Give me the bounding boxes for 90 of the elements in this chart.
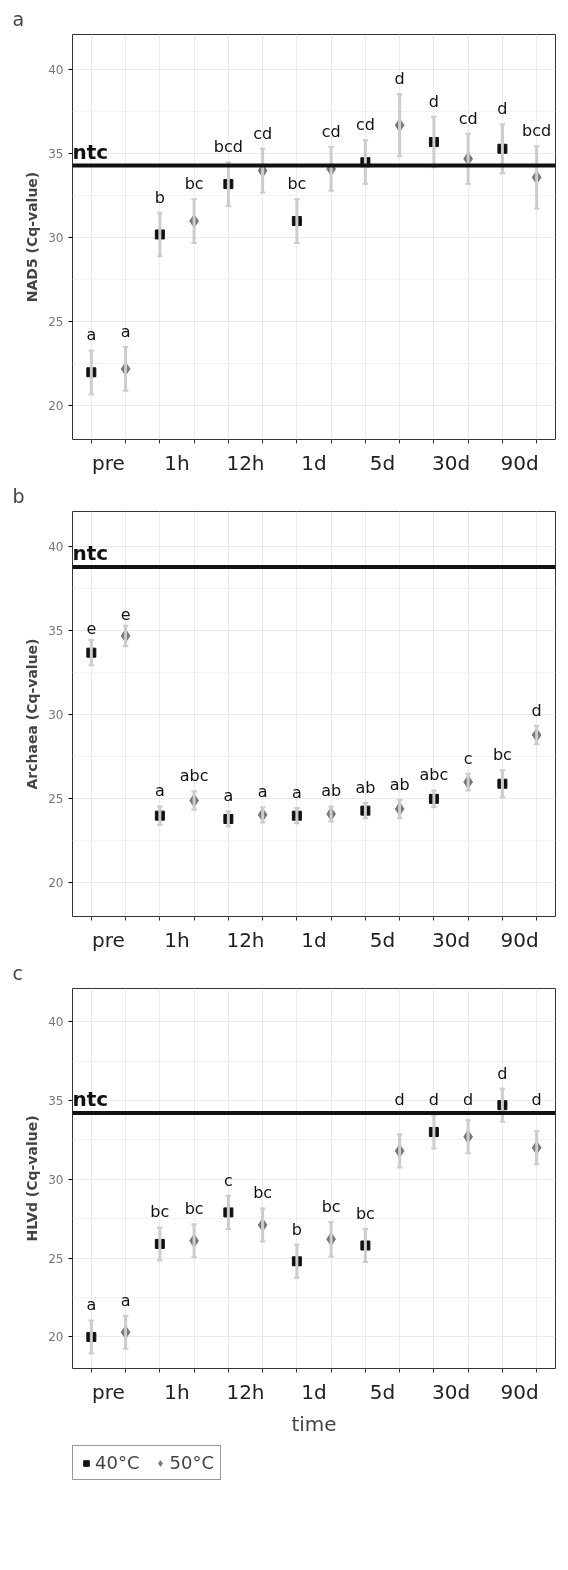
ref-line-label: ntc — [72, 139, 109, 164]
data-label: d — [497, 99, 508, 119]
data-label: b — [154, 187, 165, 207]
x-tick-label: pre — [92, 1379, 125, 1404]
data-label: bcd — [213, 137, 243, 157]
x-tick-label: 1h — [164, 927, 190, 952]
x-tick-label: 90d — [500, 927, 539, 952]
x-tick-label: 5d — [369, 1379, 396, 1404]
y-tick-label: 40 — [48, 63, 64, 78]
data-label: bcd — [522, 121, 552, 141]
data-label: a — [120, 322, 131, 342]
chart-title: c — [12, 961, 23, 984]
data-label: abc — [179, 766, 209, 786]
data-label: abc — [419, 765, 449, 785]
y-tick-label: 30 — [48, 231, 64, 246]
data-label: a — [291, 783, 302, 803]
data-label: c — [463, 748, 473, 768]
x-tick-label: 90d — [500, 450, 539, 475]
y-tick-label: 35 — [48, 1093, 64, 1108]
legend-label: 50°C — [169, 1452, 214, 1473]
x-tick-label: 5d — [369, 450, 396, 475]
data-label: d — [531, 700, 542, 720]
data-label: b — [291, 1219, 302, 1239]
y-tick-label: 20 — [48, 399, 64, 414]
x-axis-title: time — [291, 1411, 337, 1436]
x-tick-label: 30d — [431, 927, 471, 952]
chart-title: a — [12, 7, 25, 30]
data-label: bc — [150, 1202, 170, 1222]
x-tick-label: 12h — [226, 450, 265, 475]
data-label: a — [86, 325, 97, 345]
legend-label: 40°C — [95, 1452, 140, 1473]
data-label: a — [154, 781, 165, 801]
data-label: d — [394, 1090, 405, 1110]
y-tick-label: 35 — [48, 624, 64, 639]
x-tick-label: 30d — [431, 450, 471, 475]
x-tick-label: 12h — [226, 1379, 265, 1404]
data-label: a — [223, 786, 234, 806]
x-tick-label: pre — [92, 927, 125, 952]
data-label: bc — [184, 174, 204, 194]
data-label: d — [463, 1090, 474, 1110]
x-tick-label: 1d — [301, 450, 327, 475]
x-tick-label: 1d — [301, 927, 327, 952]
x-tick-label: 1h — [164, 450, 190, 475]
data-label: ab — [355, 778, 376, 798]
data-label: e — [120, 604, 131, 624]
chart-title: b — [12, 484, 25, 507]
data-label: d — [497, 1063, 508, 1083]
data-label: bc — [287, 174, 307, 194]
y-tick-label: 20 — [48, 1330, 64, 1345]
data-label: d — [428, 1090, 439, 1110]
y-axis-title: HLVd (Cq-value) — [24, 1115, 41, 1242]
data-label: bc — [321, 1196, 341, 1216]
y-tick-label: 35 — [48, 147, 64, 162]
data-label: d — [428, 91, 439, 111]
y-tick-label: 20 — [48, 876, 64, 891]
ref-line-label: ntc — [72, 540, 109, 565]
x-tick-label: 30d — [431, 1379, 471, 1404]
data-label: cd — [355, 115, 375, 135]
x-tick-label: 1d — [301, 1379, 327, 1404]
data-label: ab — [389, 774, 410, 794]
data-label: cd — [321, 122, 341, 142]
data-label: a — [257, 782, 268, 802]
data-label: d — [394, 69, 405, 89]
data-label: c — [223, 1170, 233, 1190]
data-label: d — [531, 1090, 542, 1110]
y-tick-label: 40 — [48, 1015, 64, 1030]
x-tick-label: 90d — [500, 1379, 539, 1404]
data-label: bc — [355, 1203, 375, 1223]
x-tick-label: 1h — [164, 1379, 190, 1404]
y-tick-label: 25 — [48, 792, 64, 807]
y-tick-label: 25 — [48, 315, 64, 330]
y-axis-title: NAD5 (Cq-value) — [24, 171, 41, 303]
data-label: a — [120, 1290, 131, 1310]
data-label: a — [86, 1295, 97, 1315]
x-tick-label: pre — [92, 450, 125, 475]
data-label: cd — [458, 108, 478, 128]
y-tick-label: 25 — [48, 1251, 64, 1266]
data-label: bc — [253, 1183, 273, 1203]
data-label: bc — [492, 745, 512, 765]
data-label: bc — [184, 1199, 204, 1219]
ref-line-label: ntc — [72, 1087, 109, 1112]
y-tick-label: 40 — [48, 540, 64, 555]
x-tick-label: 5d — [369, 927, 396, 952]
data-label: cd — [253, 123, 273, 143]
y-tick-label: 30 — [48, 1172, 64, 1187]
y-tick-label: 30 — [48, 708, 64, 723]
x-tick-label: 12h — [226, 927, 265, 952]
y-axis-title: Archaea (Cq-value) — [24, 638, 41, 790]
data-label: ab — [321, 781, 342, 801]
data-label: e — [86, 619, 97, 639]
